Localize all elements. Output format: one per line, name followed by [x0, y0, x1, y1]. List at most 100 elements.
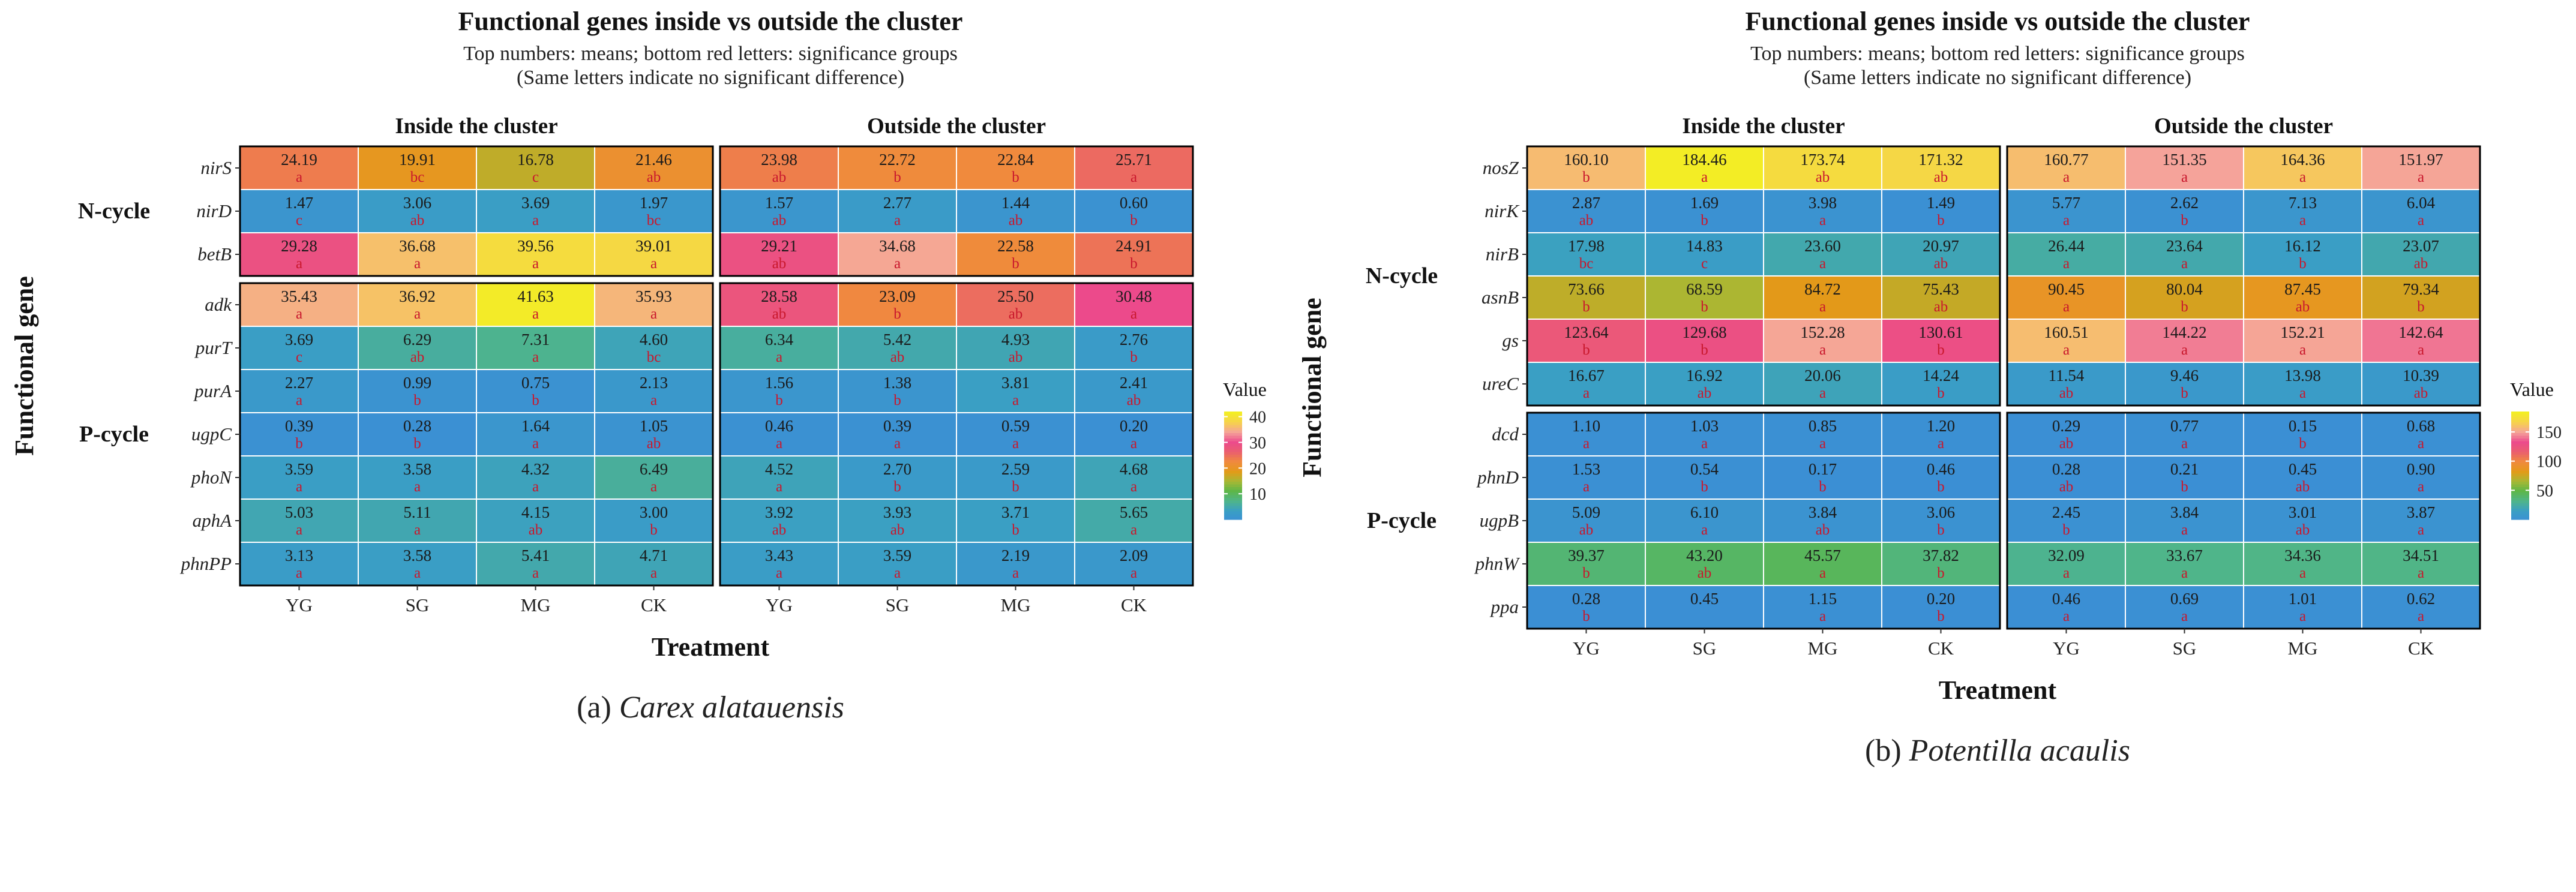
cell-letter: a [532, 256, 539, 272]
cell-letter: a [2181, 256, 2188, 272]
cell-letter: a [1819, 565, 1826, 581]
heatmap-cell [1763, 275, 1882, 320]
heatmap-cell [956, 455, 1075, 500]
cell-letter: a [296, 479, 302, 495]
cell-letter: bc [647, 349, 661, 365]
legend-colorbar-segment [2511, 452, 2529, 455]
cell-letter: b [1582, 299, 1590, 315]
heatmap-cell [2125, 189, 2244, 233]
heatmap-cell [2243, 542, 2362, 586]
cell-letter: a [1701, 169, 1708, 185]
heatmap-cell [1527, 455, 1646, 500]
legend-colorbar-segment [1224, 441, 1242, 445]
cell-value: 160.51 [2044, 323, 2088, 341]
cell-letter: ab [1009, 306, 1023, 322]
cell-letter: a [414, 256, 421, 272]
cell-value: 2.59 [1001, 460, 1030, 478]
cell-value: 1.47 [285, 194, 313, 212]
cell-value: 1.15 [1809, 590, 1837, 608]
cell-letter: a [650, 479, 657, 495]
cell-value: 14.24 [1923, 367, 1959, 385]
cell-value: 173.74 [1800, 151, 1845, 169]
cell-value: 34.68 [879, 237, 916, 255]
cell-value: 0.99 [403, 374, 431, 392]
cell-value: 73.66 [1568, 280, 1605, 298]
cell-value: 4.71 [640, 546, 668, 564]
cell-letter: b [775, 392, 783, 409]
legend-colorbar-segment [1224, 479, 1242, 482]
cell-value: 0.46 [1927, 460, 1955, 478]
cell-letter: a [650, 565, 657, 581]
caption-prefix: (b) [1865, 734, 1909, 768]
heatmap-cell [838, 146, 957, 190]
heatmap-cell [1074, 412, 1193, 456]
cell-letter: b [1937, 608, 1945, 624]
cell-value: 0.62 [2407, 590, 2435, 608]
heatmap-cell [1645, 455, 1764, 500]
treatment-label: MG [2288, 638, 2318, 659]
cell-value: 0.17 [1809, 460, 1837, 478]
heatmap-cell [956, 542, 1075, 586]
cell-value: 43.20 [1686, 546, 1723, 564]
cell-value: 6.49 [640, 460, 668, 478]
cell-value: 142.64 [2398, 323, 2443, 341]
cell-letter: a [2063, 342, 2070, 358]
cell-letter: c [532, 169, 539, 185]
cell-letter: a [1583, 479, 1590, 495]
cell-letter: c [296, 349, 302, 365]
cell-value: 1.44 [1001, 194, 1030, 212]
legend-colorbar-segment [1224, 428, 1242, 431]
cell-value: 16.92 [1686, 367, 1723, 385]
heatmap-cell [358, 542, 477, 586]
cell-value: 0.46 [2052, 590, 2080, 608]
legend-colorbar-segment [1224, 476, 1242, 480]
heatmap-cell [594, 283, 713, 327]
cell-value: 25.50 [997, 287, 1034, 305]
cell-letter: ab [1934, 169, 1948, 185]
cell-letter: b [893, 392, 901, 409]
cell-value: 1.56 [765, 374, 793, 392]
heatmap-cell [1881, 146, 2001, 190]
cell-value: 75.43 [1923, 280, 1959, 298]
cell-value: 0.20 [1927, 590, 1955, 608]
cell-letter: a [1819, 299, 1826, 315]
cell-value: 3.06 [403, 194, 431, 212]
legend-colorbar-segment [2511, 433, 2529, 437]
cell-value: 3.84 [2170, 503, 2199, 521]
legend-colorbar-segment [2511, 471, 2529, 474]
heatmap-cell [476, 498, 595, 543]
cell-value: 29.21 [761, 237, 797, 255]
legend-colorbar-segment [1224, 509, 1242, 512]
y-axis-title: Functional gene [10, 276, 39, 455]
cell-letter: b [1582, 608, 1590, 624]
figure-caption: (a) Carex alatauensis [577, 690, 844, 725]
heatmap-cell [1881, 319, 2001, 363]
cell-value: 152.28 [1800, 323, 1845, 341]
cell-value: 3.69 [521, 194, 550, 212]
cell-letter: a [414, 565, 421, 581]
cell-letter: b [2181, 479, 2188, 495]
gene-label: nosZ [1483, 157, 1519, 178]
cell-letter: b [1012, 479, 1019, 495]
cell-value: 34.51 [2403, 546, 2439, 564]
legend-colorbar-segment [1224, 484, 1242, 488]
cell-value: 171.32 [1918, 151, 1963, 169]
treatment-label: SG [886, 594, 910, 615]
cell-value: 0.68 [2407, 417, 2435, 435]
legend-colorbar-segment [2511, 446, 2529, 450]
heatmap-cell [1527, 542, 1646, 586]
cell-letter: a [776, 565, 782, 581]
cell-value: 3.84 [1809, 503, 1837, 521]
cell-letter: ab [772, 256, 787, 272]
cell-value: 23.98 [761, 151, 797, 169]
legend-colorbar-segment [1224, 446, 1242, 450]
cell-letter: a [2063, 169, 2070, 185]
heatmap-cell [358, 283, 477, 327]
cell-letter: ab [772, 212, 787, 229]
cell-value: 2.13 [640, 374, 668, 392]
cell-letter: a [532, 436, 539, 452]
legend-colorbar-segment [1224, 471, 1242, 474]
cell-value: 3.01 [2289, 503, 2317, 521]
heatmap-cell [1763, 455, 1882, 500]
cell-letter: b [650, 522, 658, 538]
